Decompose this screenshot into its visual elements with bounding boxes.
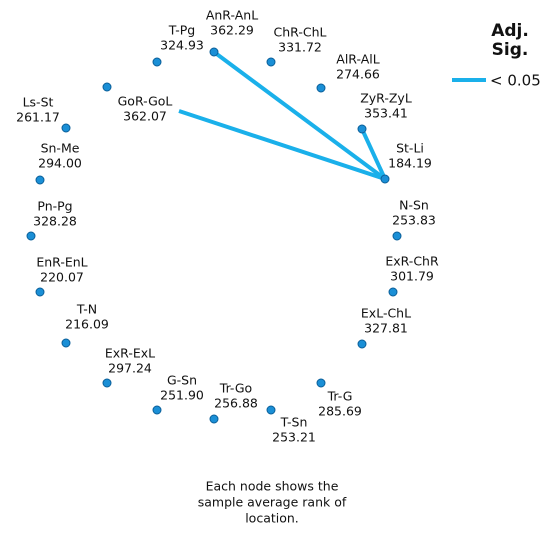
node-value: 362.07 — [123, 109, 167, 124]
node-label: St-Li — [396, 141, 424, 156]
node — [35, 175, 45, 185]
node-label: N-Sn — [399, 198, 429, 213]
node — [266, 405, 276, 415]
node — [388, 287, 398, 297]
legend-title: Adj. — [491, 21, 529, 41]
node — [209, 414, 219, 424]
node-label: Ls-St — [23, 95, 54, 110]
node-label: EnR-EnL — [36, 255, 87, 270]
node — [61, 123, 71, 133]
node-label: ExL-ChL — [361, 306, 411, 321]
legend-label: < 0.05 — [490, 72, 541, 90]
node-value: 261.17 — [16, 110, 60, 125]
node-label: G-Sn — [167, 373, 197, 388]
node-label: AlR-AlL — [336, 52, 379, 67]
node — [61, 338, 71, 348]
node-label: GoR-GoL — [118, 94, 173, 109]
node — [35, 287, 45, 297]
node-value: 216.09 — [65, 317, 109, 332]
node-value: 251.90 — [160, 388, 204, 403]
node-value: 324.93 — [160, 38, 204, 53]
node-value: 253.83 — [392, 213, 436, 228]
node-label: T-Sn — [280, 415, 308, 430]
node-label: Sn-Me — [41, 141, 80, 156]
node-value: 327.81 — [364, 321, 408, 336]
node-value: 294.00 — [38, 156, 82, 171]
node-label: T-Pg — [168, 23, 195, 38]
node-value: 285.69 — [318, 404, 362, 419]
node — [316, 83, 326, 93]
node — [380, 174, 390, 184]
node — [152, 57, 162, 67]
node-label: ExR-ExL — [105, 346, 155, 361]
node-value: 362.29 — [210, 23, 254, 38]
node — [102, 82, 112, 92]
node-label: ZyR-ZyL — [360, 91, 412, 106]
node — [26, 231, 36, 241]
node — [102, 378, 112, 388]
node-value: 253.21 — [272, 430, 316, 445]
node-value: 274.66 — [336, 67, 380, 82]
node — [266, 57, 276, 67]
node-label: ExR-ChR — [385, 254, 439, 269]
node-value: 328.28 — [33, 214, 77, 229]
node-value: 220.07 — [40, 270, 84, 285]
node — [357, 124, 367, 134]
node — [209, 47, 219, 57]
node — [316, 378, 326, 388]
edge — [212, 50, 387, 181]
edges — [178, 50, 387, 181]
node-label: T-N — [76, 302, 97, 317]
node-label: Pn-Pg — [37, 199, 72, 214]
caption: sample average rank of — [198, 495, 347, 510]
node-label: Tr-G — [327, 389, 353, 404]
node-value: 353.41 — [364, 106, 408, 121]
node-value: 301.79 — [390, 269, 434, 284]
node-label: ChR-ChL — [274, 25, 327, 40]
node-label: AnR-AnL — [206, 8, 258, 23]
node-value: 331.72 — [278, 40, 322, 55]
node-value: 184.19 — [388, 156, 432, 171]
node-value: 256.88 — [214, 396, 258, 411]
edge — [360, 128, 387, 180]
node — [392, 231, 402, 241]
node — [357, 339, 367, 349]
caption: location. — [245, 511, 299, 526]
node — [152, 405, 162, 415]
edge — [178, 109, 386, 181]
legend-title: Sig. — [492, 40, 529, 60]
node-value: 297.24 — [108, 361, 152, 376]
node-label: Tr-Go — [219, 381, 252, 396]
caption: Each node shows the — [206, 479, 339, 494]
